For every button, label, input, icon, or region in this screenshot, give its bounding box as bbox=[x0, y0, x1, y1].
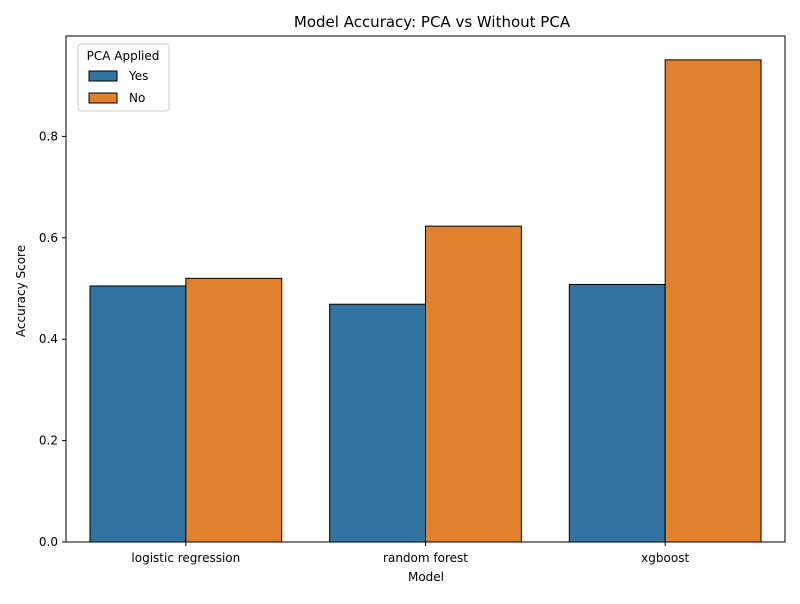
x-axis: logistic regression random forest xgboost bbox=[131, 542, 689, 565]
plot-area bbox=[65, 35, 786, 543]
chart-title: Model Accuracy: PCA vs Without PCA bbox=[294, 13, 571, 31]
legend-label: No bbox=[129, 91, 145, 105]
bar bbox=[664, 59, 762, 543]
y-tick-label: 0.8 bbox=[39, 129, 58, 143]
bar bbox=[568, 283, 666, 543]
legend-title: PCA Applied bbox=[87, 49, 160, 63]
x-axis-label: Model bbox=[408, 570, 444, 584]
bar bbox=[89, 285, 187, 543]
y-axis-label: Accuracy Score bbox=[14, 245, 28, 337]
x-tick-label: logistic regression bbox=[131, 551, 240, 565]
y-axis: 0.0 0.2 0.4 0.6 0.8 bbox=[39, 129, 66, 549]
y-tick-label: 0.6 bbox=[39, 231, 58, 245]
legend-swatch bbox=[88, 70, 118, 82]
bar bbox=[425, 225, 522, 543]
bar bbox=[185, 277, 283, 543]
x-tick-label: xgboost bbox=[641, 551, 689, 565]
legend: PCA Applied Yes No bbox=[77, 43, 170, 112]
y-tick-label: 0.0 bbox=[39, 535, 58, 549]
x-tick-label: random forest bbox=[383, 551, 468, 565]
y-tick-label: 0.2 bbox=[39, 434, 58, 448]
bar bbox=[329, 303, 426, 543]
legend-swatch bbox=[88, 92, 118, 104]
legend-label: Yes bbox=[128, 69, 148, 83]
y-tick-label: 0.4 bbox=[39, 332, 58, 346]
